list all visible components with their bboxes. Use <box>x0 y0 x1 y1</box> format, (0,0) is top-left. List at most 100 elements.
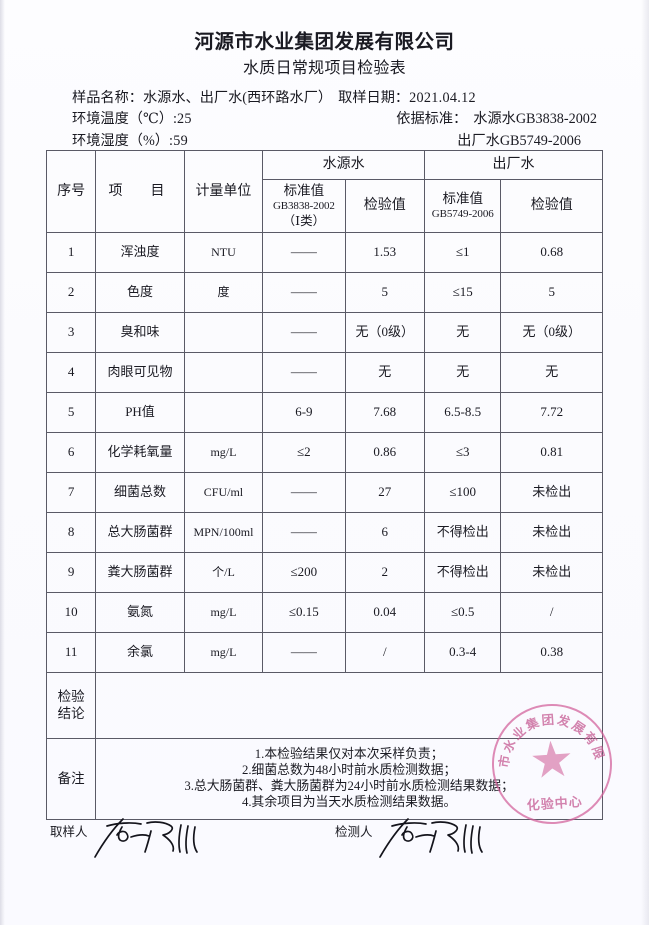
cell-plant-measured: 5 <box>500 272 603 313</box>
meta-row-humidity: 环境湿度（%）:59 出厂水GB5749-2006 <box>72 131 603 153</box>
cell-index: 2 <box>45 272 97 313</box>
company-title: 河源市水业集团发展有限公司 <box>194 32 455 53</box>
water-quality-table: 序号 项 目 计量单位 水源水 出厂水 <box>45 150 603 820</box>
cell-source-standard: —— <box>262 632 346 673</box>
cell-source-measured: 0.86 <box>344 432 426 473</box>
cell-plant-measured: 0.68 <box>500 232 603 273</box>
table-group-header-row: 序号 项 目 计量单位 水源水 出厂水 <box>45 150 603 233</box>
cell-source-measured: 7.68 <box>344 392 426 433</box>
cell-item: 氨氮 <box>95 592 185 633</box>
remark-label: 备注 <box>45 738 97 820</box>
cell-plant-standard: ≤100 <box>424 472 502 513</box>
table-row: 8 总大肠菌群 MPN/100ml —— 6 不得检出 未检出 <box>45 512 603 553</box>
cell-plant-measured: 7.72 <box>500 392 603 433</box>
sampling-date-value: 2021.04.12 <box>409 89 476 106</box>
tester-signature-ink <box>378 818 483 858</box>
cell-source-measured: 2 <box>344 552 426 593</box>
cell-index: 1 <box>45 232 97 273</box>
cell-source-measured: 27 <box>344 472 426 513</box>
header-source-measured-label: 检验值 <box>363 198 406 214</box>
cell-unit <box>183 392 264 433</box>
cell-unit <box>183 352 264 393</box>
cell-unit: mg/L <box>183 432 264 473</box>
header-group-plant-label: 出厂水 <box>492 157 535 173</box>
cell-item: 细菌总数 <box>95 472 185 513</box>
cell-plant-standard: 0.3-4 <box>424 632 502 673</box>
cell-index: 6 <box>45 432 97 473</box>
header-group-plant-water: 出厂水 <box>424 150 603 180</box>
header-source-standard: 标准值 GB3838-2002 （Ⅰ类） <box>262 179 346 233</box>
temperature-value: 25 <box>176 111 192 128</box>
remark-body: 1.本检验结果仅对本次采样负责； 2.细菌总数为48小时前水质检测数据； 3.总… <box>95 738 603 820</box>
report-table-wrapper: 序号 项 目 计量单位 水源水 出厂水 <box>45 150 603 820</box>
cell-index: 3 <box>45 312 97 353</box>
remark-line: 2.细菌总数为48小时前水质检测数据； <box>241 763 457 778</box>
table-row: 3 臭和味 —— 无（0级） 无 无（0级） <box>45 312 603 353</box>
table-row: 1 浑浊度 NTU —— 1.53 ≤1 0.68 <box>45 232 603 273</box>
remark-line: 3.总大肠菌群、粪大肠菌群为24小时前水质检测结果数据； <box>184 779 514 793</box>
cell-index: 8 <box>45 512 97 553</box>
conclusion-label: 检验 结论 <box>45 672 97 739</box>
header-source-standard-name: 标准值 <box>283 182 325 198</box>
cell-plant-standard: 6.5-8.5 <box>424 392 502 433</box>
cell-plant-measured: / <box>500 592 603 633</box>
cell-item: 粪大肠菌群 <box>95 552 185 593</box>
cell-index: 9 <box>45 552 97 593</box>
cell-unit: NTU <box>183 232 264 273</box>
cell-item: 色度 <box>95 272 185 313</box>
cell-unit <box>183 312 264 353</box>
document-meta: 样品名称： 水源水、出厂水(西环路水厂） 取样日期： 2021.04.12 环境温度… <box>0 88 649 153</box>
conclusion-value <box>95 672 603 739</box>
table-row: 9 粪大肠菌群 个/L ≤200 2 不得检出 未检出 <box>45 552 603 593</box>
sampler-label: 取样人 <box>50 825 88 839</box>
standard-value-plant: 出厂水GB5749-2006 <box>457 132 581 149</box>
sampler-signature-block: 取样人 <box>50 818 209 859</box>
cell-plant-standard: 无 <box>424 352 502 393</box>
table-subheader-row: 标准值 GB3838-2002 （Ⅰ类） 检验值 标准值 GB5749-2006… <box>47 179 603 233</box>
cell-item: 总大肠菌群 <box>95 512 185 553</box>
report-title: 水质日常规项目检验表 <box>242 60 406 78</box>
header-unit-label: 计量单位 <box>195 183 252 199</box>
cell-item: 肉眼可见物 <box>95 352 185 393</box>
cell-unit: 度 <box>183 272 264 313</box>
temperature-label: 环境温度（℃）: <box>72 111 177 128</box>
sampling-date-label: 取样日期： <box>338 89 410 106</box>
humidity-label: 环境湿度（%） <box>72 132 169 149</box>
standard-label: 依据标准： <box>396 111 468 128</box>
header-item: 项 目 <box>95 150 185 233</box>
standard-value-source: 水源水GB3838-2002 <box>473 111 597 128</box>
remark-line: 4.其余项目为当天水质检测结果数据。 <box>241 794 457 809</box>
cell-index: 4 <box>45 352 97 393</box>
cell-source-measured: 1.53 <box>344 232 426 273</box>
cell-plant-measured: 0.81 <box>500 432 603 473</box>
cell-source-measured: / <box>344 632 426 673</box>
cell-plant-standard: 不得检出 <box>424 552 502 593</box>
header-plant-standard-code: GB5749-2006 <box>431 207 494 220</box>
cell-source-standard: —— <box>262 472 346 513</box>
cell-unit: CFU/ml <box>183 472 264 513</box>
cell-index: 10 <box>45 592 97 633</box>
signature-row: 取样人 检测人 <box>50 818 590 878</box>
cell-plant-standard: 不得检出 <box>424 512 502 553</box>
cell-plant-standard: ≤15 <box>424 272 502 313</box>
cell-source-standard: —— <box>262 232 346 273</box>
cell-unit: mg/L <box>183 632 264 673</box>
conclusion-label-line1: 检验 <box>57 688 85 704</box>
table-body: 1 浑浊度 NTU —— 1.53 ≤1 0.68 2 色度 度 —— 5 ≤1… <box>45 232 603 820</box>
header-unit: 计量单位 <box>183 150 264 233</box>
cell-source-measured: 无（0级） <box>344 312 426 353</box>
cell-item: 臭和味 <box>95 312 185 353</box>
cell-item: 余氯 <box>95 632 185 673</box>
sample-name-label: 样品名称： <box>72 89 143 106</box>
cell-source-standard: ≤200 <box>262 552 346 593</box>
cell-source-standard: —— <box>262 512 346 553</box>
header-group-source-water: 水源水 <box>262 150 426 180</box>
cell-unit: mg/L <box>183 592 264 633</box>
cell-item: PH值 <box>95 392 185 433</box>
header-item-label: 项 目 <box>108 183 172 199</box>
tester-label: 检测人 <box>335 825 373 839</box>
humidity-value: :59 <box>168 132 188 149</box>
table-row: 6 化学耗氧量 mg/L ≤2 0.86 ≤3 0.81 <box>45 432 603 473</box>
cell-source-standard: 6-9 <box>262 392 346 433</box>
